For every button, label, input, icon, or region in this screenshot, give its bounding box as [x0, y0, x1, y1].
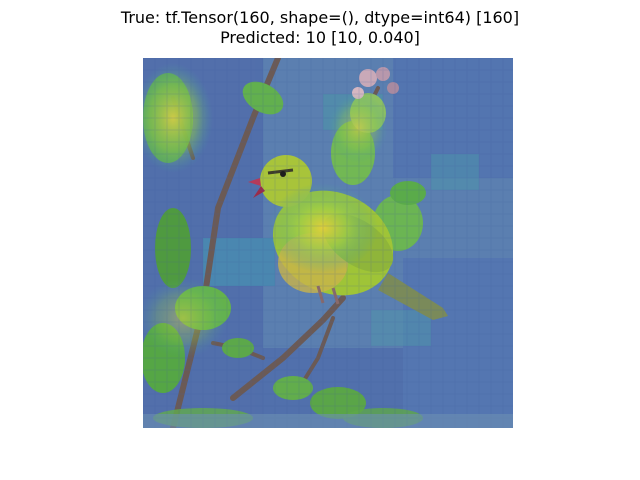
title-predicted-label: Predicted: 10 [10, 0.040] — [220, 28, 420, 47]
saliency-image-svg — [143, 58, 513, 428]
saliency-image — [143, 58, 513, 428]
title-true-label: True: tf.Tensor(160, shape=(), dtype=int… — [120, 8, 520, 27]
figure-title: True: tf.Tensor(160, shape=(), dtype=int… — [0, 8, 640, 48]
bottom-edge-band — [143, 414, 513, 428]
pixel-grid-overlay — [143, 58, 513, 428]
